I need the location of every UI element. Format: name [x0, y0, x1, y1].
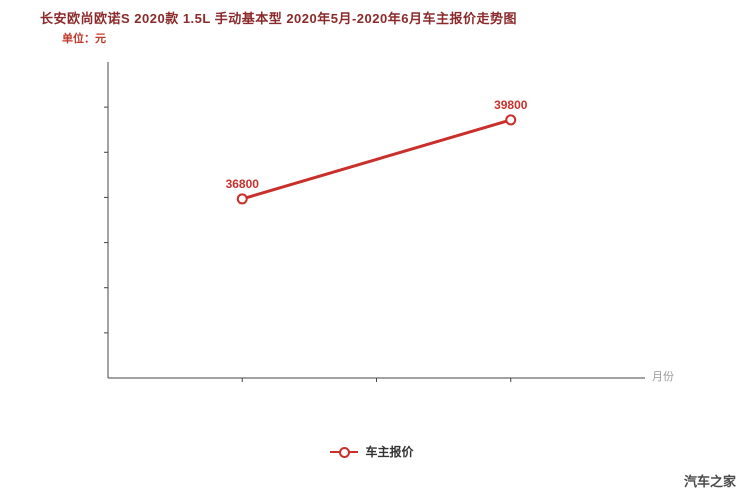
point-label: 39800 — [494, 98, 528, 112]
watermark-logo: 汽车之家 — [683, 474, 736, 489]
chart-title: 长安欧尚欧诺S 2020款 1.5L 手动基本型 2020年5月-2020年6月… — [40, 11, 517, 26]
x-axis-label: 月份 — [652, 371, 674, 383]
point-label: 36800 — [226, 177, 260, 191]
legend-line-marker-icon[interactable] — [330, 446, 359, 458]
legend-dot-icon — [339, 446, 351, 458]
legend-label[interactable]: 车主报价 — [365, 445, 414, 459]
legend: 车主报价 — [0, 443, 744, 460]
y-axis-unit-label: 单位：元 — [62, 33, 106, 45]
